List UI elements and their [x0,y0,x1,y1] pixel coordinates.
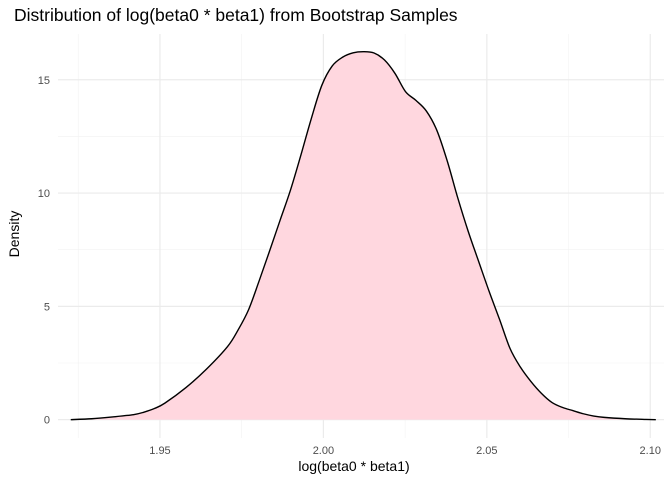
x-tick-label: 2.00 [313,445,334,457]
x-tick-label: 1.95 [149,445,170,457]
chart-title: Distribution of log(beta0 * beta1) from … [14,5,458,25]
y-tick-label: 5 [44,301,50,313]
y-tick-labels: 0 5 10 15 [38,75,50,427]
x-tick-label: 2.05 [476,445,497,457]
y-tick-label: 15 [38,75,50,87]
x-tick-labels: 1.95 2.00 2.05 2.10 [149,445,661,457]
x-axis-title: log(beta0 * beta1) [298,458,409,474]
x-tick-label: 2.10 [640,445,661,457]
y-axis-title: Density [6,211,22,258]
density-line [70,50,656,421]
y-tick-label: 0 [44,415,50,427]
y-tick-label: 10 [38,188,50,200]
density-area [70,51,656,420]
